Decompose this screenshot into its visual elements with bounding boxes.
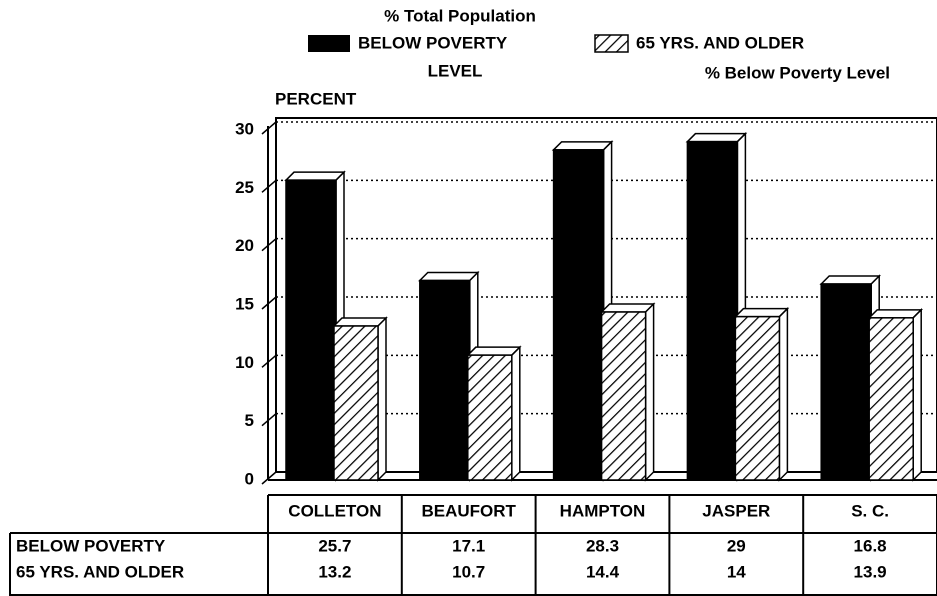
tick-mark — [261, 296, 277, 310]
bar — [868, 317, 914, 481]
bar-side — [511, 345, 521, 482]
bar-side — [778, 306, 789, 482]
table-cell: 13.2 — [318, 562, 351, 581]
y-tick-label: 0 — [245, 469, 254, 488]
legend-note: % Below Poverty Level — [705, 63, 890, 82]
bar-top — [685, 132, 748, 143]
table-cell: 17.1 — [452, 536, 485, 555]
y-tick-label: 15 — [235, 294, 254, 313]
table-cell: 10.7 — [452, 562, 485, 581]
bar-top — [551, 141, 614, 151]
table-cell: 14.4 — [586, 562, 620, 581]
bar — [734, 315, 781, 481]
table-cell: 14 — [727, 562, 746, 581]
y-axis-label: PERCENT — [275, 89, 357, 108]
bar — [467, 354, 513, 481]
bar-side — [912, 308, 922, 482]
tick-mark — [261, 413, 277, 427]
bar — [820, 283, 872, 481]
y-tick-label: 30 — [235, 119, 254, 138]
y-tick-label: 20 — [235, 236, 254, 255]
table-cell: 28.3 — [586, 536, 619, 555]
legend-label: 65 YRS. AND OLDER — [636, 33, 804, 52]
table-cell: 29 — [727, 536, 746, 555]
y-tick-label: 5 — [245, 411, 254, 430]
bar — [552, 149, 605, 481]
table-cell: 13.9 — [854, 562, 887, 581]
bar-top — [284, 171, 346, 181]
bar — [600, 311, 647, 481]
bar-top — [819, 275, 882, 285]
row-label: 65 YRS. AND OLDER — [16, 562, 184, 581]
tick-mark — [261, 179, 277, 193]
bar-side — [644, 302, 655, 482]
legend-note: LEVEL — [428, 61, 483, 80]
x-tick-label: BEAUFORT — [421, 501, 516, 520]
table-cell: 16.8 — [854, 536, 887, 555]
bar — [419, 279, 471, 481]
legend-label: BELOW POVERTY — [358, 33, 508, 52]
y-tick-label: 25 — [235, 178, 254, 197]
y-tick-label: 10 — [235, 353, 254, 372]
table-cell: 25.7 — [318, 536, 351, 555]
tick-mark — [261, 354, 277, 368]
legend-note: % Total Population — [384, 6, 536, 25]
bar — [333, 325, 379, 481]
tick-mark — [261, 121, 277, 135]
row-label: BELOW POVERTY — [16, 536, 166, 555]
legend-swatch — [308, 35, 350, 52]
bar — [686, 140, 739, 481]
bar-top — [417, 271, 480, 282]
x-tick-label: JASPER — [702, 501, 770, 520]
tick-mark — [261, 238, 277, 252]
bar — [285, 179, 337, 481]
x-tick-label: HAMPTON — [560, 501, 646, 520]
x-tick-label: S. C. — [851, 501, 889, 520]
bar-side — [377, 316, 387, 482]
tick-mark — [261, 471, 277, 485]
legend-swatch — [594, 34, 629, 53]
x-tick-label: COLLETON — [288, 501, 381, 520]
